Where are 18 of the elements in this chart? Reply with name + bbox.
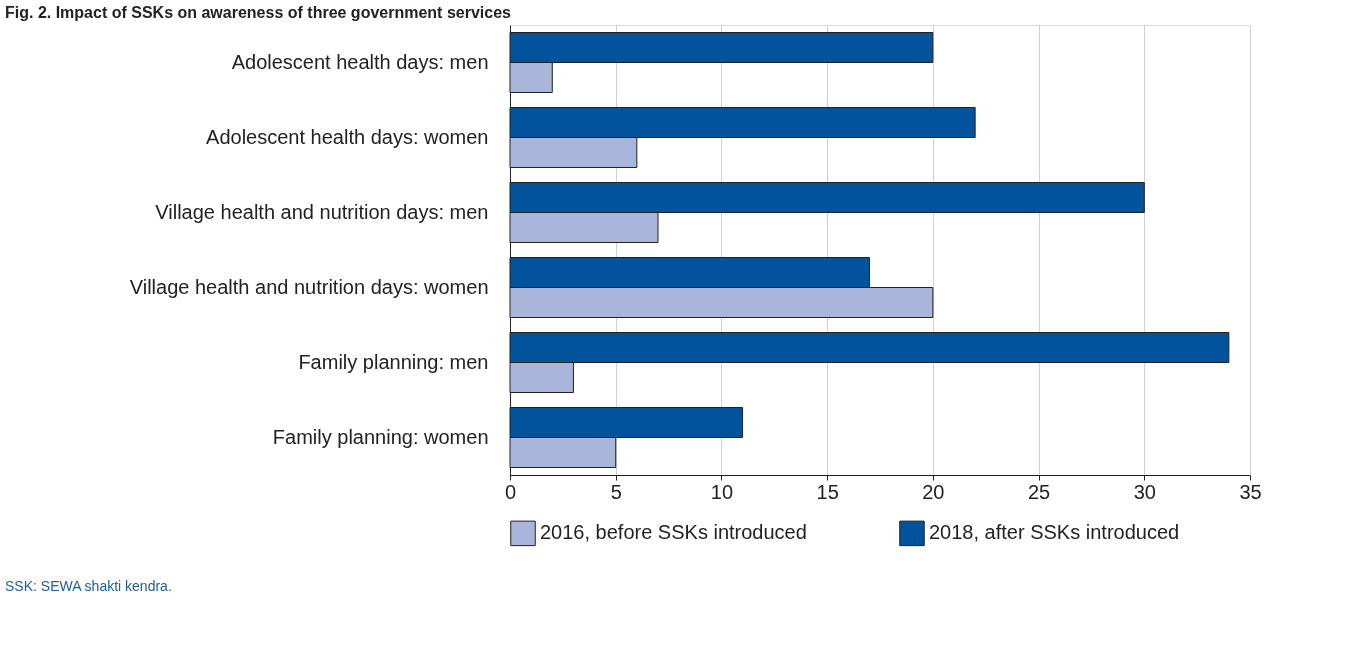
legend-label: 2018, after SSKs introduced xyxy=(929,521,1180,544)
y-tick-label: Family planning: men xyxy=(298,350,489,373)
x-tick-label: 25 xyxy=(1027,480,1051,503)
x-tick-label: 0 xyxy=(504,480,517,503)
y-tick-label: Adolescent health days: women xyxy=(206,125,489,148)
text: SSK: SEWA shakti kendra. xyxy=(5,578,172,594)
x-tick-label: 15 xyxy=(816,480,839,503)
y-tick-label: Village health and nutrition days: men xyxy=(155,200,489,223)
text: Fig. 2. Impact of SSKs on awareness of three government services xyxy=(5,4,512,21)
x-tick-label: 20 xyxy=(922,480,945,503)
x-tick-label: 30 xyxy=(1133,480,1156,503)
y-tick-label: Village health and nutrition days: women xyxy=(129,275,489,298)
y-tick-label: Family planning: women xyxy=(272,425,489,448)
x-tick-label: 10 xyxy=(710,480,734,503)
x-tick-label: 5 xyxy=(610,480,622,503)
legend-label: 2016, before SSKs introduced xyxy=(540,521,807,544)
x-tick-label: 35 xyxy=(1239,480,1262,503)
y-tick-label: Adolescent health days: men xyxy=(231,50,489,73)
